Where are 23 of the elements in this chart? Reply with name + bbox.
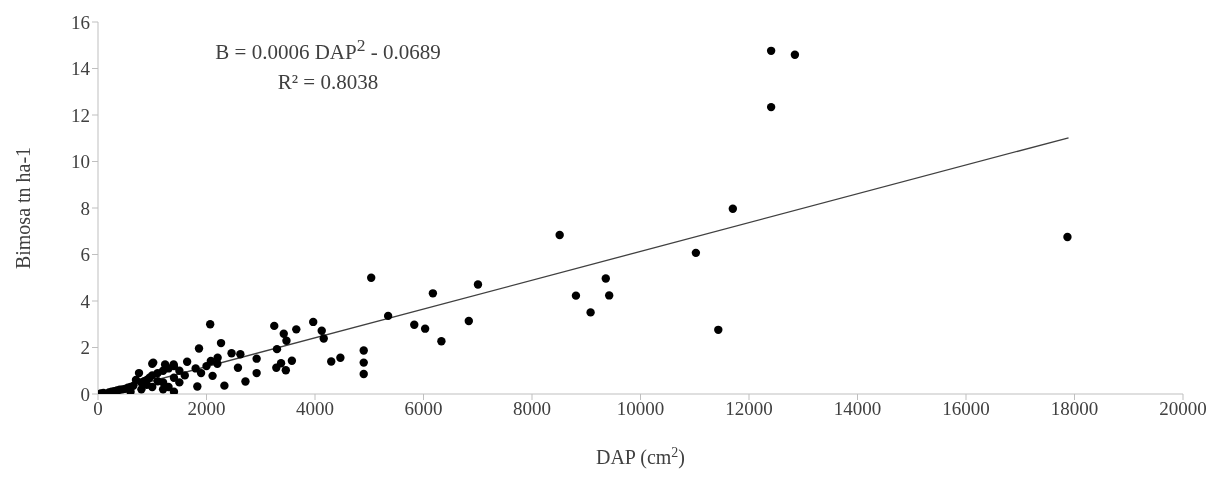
y-tick-label: 10 (71, 151, 90, 173)
x-tick-label: 18000 (1050, 398, 1099, 420)
y-tick-label: 2 (80, 337, 90, 359)
y-tick-label: 0 (80, 383, 90, 405)
y-tick-label: 16 (71, 11, 90, 33)
x-tick-label: 20000 (1159, 398, 1207, 420)
x-tick-label: 14000 (833, 398, 882, 420)
y-tick-label: 4 (80, 290, 91, 312)
y-tick-label: 8 (80, 197, 90, 219)
x-tick-label: 6000 (404, 398, 443, 420)
y-tick-label: 14 (71, 58, 91, 80)
y-axis-title: Bimosa tn ha-1 (12, 146, 34, 270)
x-axis-title: DAP (cm$^{2}$) (595, 444, 686, 469)
annotation: R² = 0.8038 (276, 69, 380, 96)
annotation: B = 0.0006 DAP$^{2}$ - 0.0689 (214, 34, 442, 66)
x-tick-label: 10000 (616, 398, 665, 420)
y-tick-label: 6 (80, 244, 90, 266)
x-tick-label: 2000 (187, 398, 226, 420)
x-tick-label: 12000 (725, 398, 773, 420)
y-tick-label: 12 (71, 104, 90, 126)
x-tick-label: 4000 (296, 398, 334, 420)
x-tick-label: 16000 (942, 398, 990, 420)
x-tick-label: 8000 (513, 398, 551, 420)
